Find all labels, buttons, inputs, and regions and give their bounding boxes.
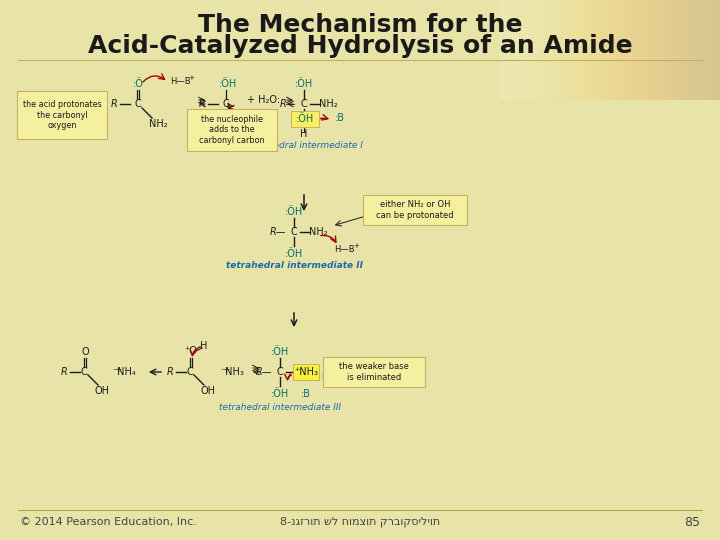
Text: tetrahedral intermediate III: tetrahedral intermediate III <box>219 403 341 413</box>
FancyBboxPatch shape <box>291 111 319 127</box>
Text: either NH₂ or OH
can be protonated: either NH₂ or OH can be protonated <box>376 200 454 220</box>
Text: C: C <box>135 99 141 109</box>
Text: tetrahedral intermediate II: tetrahedral intermediate II <box>225 261 362 271</box>
Text: :ÖH: :ÖH <box>296 114 314 124</box>
Text: © 2014 Pearson Education, Inc.: © 2014 Pearson Education, Inc. <box>20 517 197 527</box>
Text: NH₂: NH₂ <box>319 99 337 109</box>
FancyBboxPatch shape <box>293 364 319 380</box>
Text: 8-נגזרות של חומצות קרבוקסיליות: 8-נגזרות של חומצות קרבוקסיליות <box>280 517 440 527</box>
Text: H—B: H—B <box>333 246 354 254</box>
Text: :ÖH: :ÖH <box>219 79 237 89</box>
Text: the weaker base
is eliminated: the weaker base is eliminated <box>339 362 409 382</box>
Text: NH₂: NH₂ <box>309 227 328 237</box>
Text: C: C <box>222 99 230 109</box>
Text: OH: OH <box>94 386 109 396</box>
Text: R: R <box>166 367 174 377</box>
Text: ⁺O: ⁺O <box>184 346 197 356</box>
Text: 85: 85 <box>684 516 700 529</box>
Text: OH: OH <box>200 386 215 396</box>
Text: the acid protonates
the carbonyl
oxygen: the acid protonates the carbonyl oxygen <box>22 100 102 130</box>
FancyBboxPatch shape <box>17 91 107 139</box>
Text: H—B: H—B <box>170 78 190 86</box>
Text: NH₂: NH₂ <box>237 119 256 129</box>
Text: C: C <box>301 99 307 109</box>
Text: H: H <box>200 341 207 351</box>
Text: :ÖH: :ÖH <box>285 207 303 217</box>
Text: :Ö: :Ö <box>132 79 143 89</box>
Text: The Mechanism for the: The Mechanism for the <box>198 13 522 37</box>
FancyBboxPatch shape <box>363 195 467 225</box>
Text: :B: :B <box>335 113 345 123</box>
Text: R: R <box>111 99 117 109</box>
Text: :ÖH: :ÖH <box>295 79 313 89</box>
Text: +: + <box>115 367 121 373</box>
Text: +: + <box>188 75 194 81</box>
Text: +: + <box>223 367 229 373</box>
Text: + H₂O:: + H₂O: <box>248 95 281 105</box>
Text: R: R <box>199 99 205 109</box>
Text: :ÖH: :ÖH <box>271 347 289 357</box>
Text: ⁺NH₃: ⁺NH₃ <box>294 367 318 377</box>
Text: ⁻NH₃: ⁻NH₃ <box>220 367 244 377</box>
FancyBboxPatch shape <box>323 357 425 387</box>
FancyBboxPatch shape <box>187 109 277 151</box>
Text: R: R <box>60 367 68 377</box>
Text: H: H <box>300 129 307 139</box>
Text: +: + <box>353 243 359 249</box>
Text: C: C <box>276 367 284 377</box>
Text: C: C <box>291 227 297 237</box>
Text: R—: R— <box>280 99 296 109</box>
Text: C: C <box>81 367 87 377</box>
Text: ⁻NH₄: ⁻NH₄ <box>112 367 136 377</box>
Text: :ÖH: :ÖH <box>271 389 289 399</box>
Text: NH₂: NH₂ <box>149 119 167 129</box>
Text: C: C <box>186 367 194 377</box>
Text: O: O <box>81 347 89 357</box>
Text: R—: R— <box>270 227 287 237</box>
Text: :ÖH: :ÖH <box>285 249 303 259</box>
Text: :B: :B <box>301 389 311 399</box>
Text: R—: R— <box>256 367 272 377</box>
Text: the nucleophile
adds to the
carbonyl carbon: the nucleophile adds to the carbonyl car… <box>199 115 265 145</box>
Text: tetrahedral intermediate I: tetrahedral intermediate I <box>246 141 362 151</box>
Text: Acid-Catalyzed Hydrolysis of an Amide: Acid-Catalyzed Hydrolysis of an Amide <box>88 34 632 58</box>
